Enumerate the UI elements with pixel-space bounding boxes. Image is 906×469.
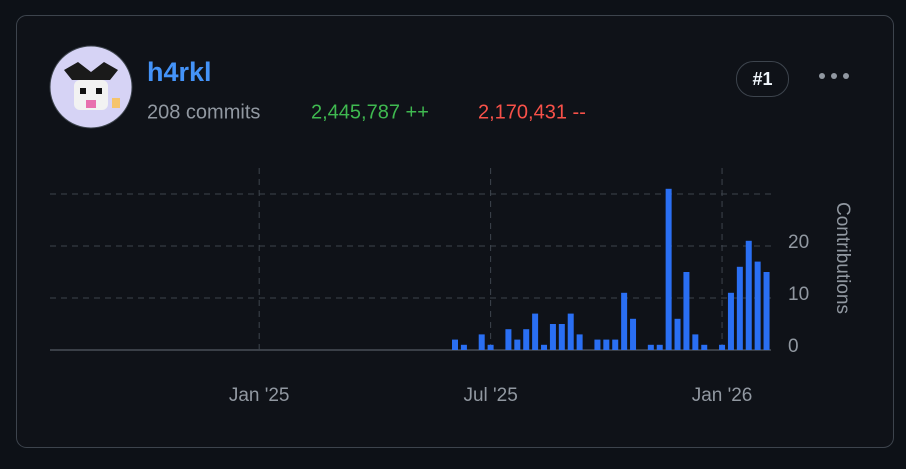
y-tick-label: 10 <box>788 284 809 305</box>
deletions: 2,170,431 -- <box>478 101 586 123</box>
bar <box>683 272 690 350</box>
y-tick-label: 20 <box>788 232 809 253</box>
bar <box>736 266 743 350</box>
card-frame <box>16 15 894 448</box>
rank: #1 <box>752 69 772 89</box>
additions: 2,445,787 ++ <box>311 101 429 123</box>
bar <box>487 344 494 350</box>
chart: 0 10 20 Jan '25 Jul '25 Jan '26 <box>50 168 809 406</box>
avatar-hat <box>64 62 118 80</box>
bar <box>621 292 628 350</box>
avatar[interactable] <box>49 45 133 129</box>
rank-badge <box>736 61 789 97</box>
x-tick-label: Jan '26 <box>692 385 753 406</box>
bar <box>656 344 663 350</box>
bar <box>523 329 530 350</box>
bar <box>647 344 654 350</box>
bar <box>719 344 726 350</box>
dot <box>843 73 849 79</box>
bar <box>532 313 539 350</box>
bar <box>567 313 574 350</box>
dot <box>819 73 825 79</box>
bar <box>665 188 672 350</box>
avatar-card <box>112 98 120 108</box>
y-tick-label: 0 <box>788 336 799 357</box>
bar <box>558 324 565 350</box>
bar <box>514 339 521 350</box>
bar <box>594 339 601 350</box>
bar <box>603 339 610 350</box>
more-menu[interactable] <box>819 73 849 79</box>
bar <box>701 344 708 350</box>
x-tick-label: Jul '25 <box>463 385 517 406</box>
bar <box>674 318 681 350</box>
y-axis-label: Contributions <box>832 202 853 314</box>
bar <box>612 339 619 350</box>
dot <box>831 73 837 79</box>
bar <box>460 344 467 350</box>
bar <box>541 344 548 350</box>
x-tick-label: Jan '25 <box>229 385 290 406</box>
bar <box>549 324 556 350</box>
bar <box>763 272 770 350</box>
avatar-eye <box>80 88 86 94</box>
bar <box>478 334 485 350</box>
bar <box>745 240 752 350</box>
avatar-face <box>74 80 108 110</box>
avatar-mouth <box>86 100 96 108</box>
bar <box>576 334 583 350</box>
bar <box>630 318 637 350</box>
bar <box>452 339 459 350</box>
commit-count: 208 commits <box>147 101 260 123</box>
bar <box>505 329 512 350</box>
username[interactable]: h4rkl <box>147 57 212 87</box>
bar <box>692 334 699 350</box>
avatar-eye <box>96 88 102 94</box>
bar <box>754 261 761 350</box>
bar <box>727 292 734 350</box>
